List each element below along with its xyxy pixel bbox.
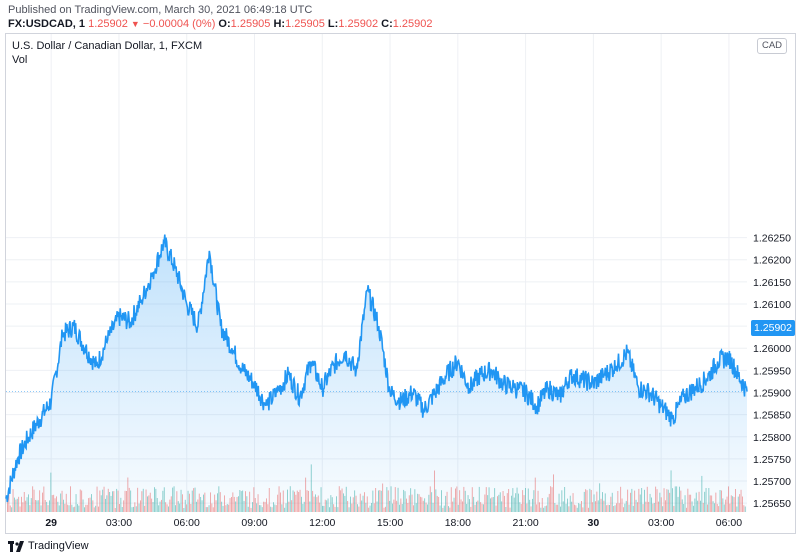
legend-vol: Vol	[12, 54, 28, 66]
last-price-tag: 1.25902	[751, 320, 795, 336]
y-tick-label: 1.26000	[753, 343, 791, 355]
x-axis: 29 03:00 06:00 09:00 12:00 15:00 18:00 21:00 30 0…	[45, 517, 742, 529]
open-value: 1.25905	[230, 18, 271, 30]
high-value: 1.25905	[285, 18, 325, 30]
y-tick-label: 1.26200	[753, 255, 791, 267]
y-tick-label: 1.25800	[753, 432, 791, 444]
y-tick-label: 1.26250	[753, 233, 791, 245]
down-arrow-icon: ▼	[130, 19, 140, 29]
y-tick-label: 1.26100	[753, 299, 791, 311]
low-value: 1.25902	[338, 18, 379, 30]
price-area	[6, 234, 747, 512]
low-label: L:	[327, 18, 339, 30]
change-value: −0.00004 (0%)	[142, 18, 216, 30]
y-tick-label: 1.25850	[753, 410, 791, 422]
chart-legend: U.S. Dollar / Canadian Dollar, 1, FXCM V…	[12, 40, 202, 66]
x-tick-label: 21:00	[512, 517, 538, 529]
brand[interactable]: TradingView	[8, 540, 89, 552]
y-tick-label: 1.25950	[753, 365, 791, 377]
y-tick-label: 1.26150	[753, 277, 791, 289]
x-tick-label: 03:00	[648, 517, 674, 529]
x-tick-label: 06:00	[174, 517, 200, 529]
published-line: Published on TradingView.com, March 30, …	[8, 4, 313, 16]
x-tick-label: 09:00	[241, 517, 267, 529]
x-tick-label: 15:00	[377, 517, 403, 529]
last-value: 1.25902	[88, 18, 128, 30]
x-tick-label: 29	[45, 517, 57, 529]
y-tick-label: 1.25650	[753, 498, 791, 510]
legend-title: U.S. Dollar / Canadian Dollar, 1, FXCM	[12, 40, 203, 52]
y-tick-label: 1.25750	[753, 454, 791, 466]
ohlc-line: FX:USDCAD, 1 1.25902 ▼ −0.00004 (0%) O:1…	[8, 18, 433, 30]
close-label: C:	[381, 18, 393, 30]
brand-label: TradingView	[28, 540, 89, 552]
y-tick-label: 1.25700	[753, 476, 791, 488]
x-tick-label: 06:00	[716, 517, 742, 529]
x-tick-label: 12:00	[309, 517, 335, 529]
price-line	[5, 234, 748, 503]
high-label: H:	[273, 18, 286, 30]
chart-frame	[5, 33, 796, 534]
y-tick-label: 1.25900	[753, 388, 791, 400]
open-label: O:	[218, 18, 231, 30]
y-axis: 1.25650 1.25700 1.25750 1.25800 1.25850 1.259…	[753, 233, 791, 511]
x-tick-label: 03:00	[106, 517, 132, 529]
x-tick-label: 18:00	[445, 517, 471, 529]
symbol-label[interactable]: FX:USDCAD, 1	[8, 18, 86, 30]
x-tick-label: 30	[588, 517, 600, 529]
tradingview-logo-icon	[8, 540, 24, 552]
currency-badge[interactable]: CAD	[757, 38, 787, 54]
close-value: 1.25902	[392, 18, 433, 30]
